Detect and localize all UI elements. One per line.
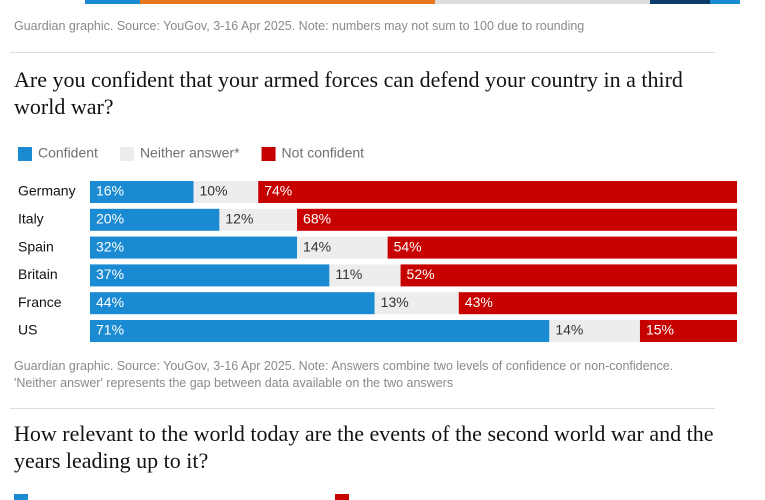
divider [10,408,715,409]
category-label: Spain [18,238,54,254]
value-label: 52% [407,266,435,282]
bar-segment [297,208,737,231]
value-label: 37% [96,266,124,282]
legend-label: Not confident [282,145,365,161]
category-label: France [18,294,62,310]
legend-label: Neither answer* [140,145,240,161]
prev-chart-strip [435,0,650,4]
value-label: 15% [646,322,674,338]
value-label: 20% [96,211,124,227]
legend-swatch [261,147,276,161]
value-label: 13% [381,294,409,310]
value-label: 43% [465,294,493,310]
bar-segment [329,264,401,287]
chart-note: Guardian graphic. Source: YouGov, 3-16 A… [14,359,674,390]
legend-swatch [14,494,28,500]
prev-chart-strip [140,0,435,4]
value-label: 54% [394,238,422,254]
bar-segment [374,292,459,315]
chart: Confident Neither answer* Not confident Ger… [18,145,737,342]
value-label: 12% [225,211,253,227]
legend-swatch [119,147,134,161]
value-label: 11% [335,266,362,282]
bar-segment [90,292,375,315]
divider [10,52,715,53]
prev-chart-strip [85,0,140,4]
bar-segment [549,320,640,342]
category-label: Italy [18,211,44,227]
legend-swatch [335,494,349,500]
bar-segment [193,181,259,203]
value-label: 32% [96,238,124,254]
bar-segment [387,236,737,259]
bar-segment [219,208,298,231]
value-label: 44% [96,294,124,310]
value-label: 71% [96,322,124,338]
legend-swatch [18,147,32,161]
category-label: Germany [18,183,76,199]
next-chart-title: How relevant to the world today are the … [14,421,714,473]
bar-segment [90,208,220,231]
source-note: Guardian graphic. Source: YouGov, 3-16 A… [14,19,585,33]
chart-title: Are you confident that your armed forces… [14,67,683,119]
bar-segment [400,264,737,287]
category-label: Britain [18,266,58,282]
bar-segment [90,181,194,203]
bar-segment [90,236,298,259]
legend-label: Confident [38,145,98,161]
bar-segment [90,320,550,342]
bar-segment [458,292,737,315]
prev-chart-strip [710,0,740,4]
prev-chart-strip [650,0,710,4]
value-label: 14% [555,322,583,338]
value-label: 68% [303,211,331,227]
value-label: 16% [96,183,124,199]
value-label: 10% [200,183,228,199]
bar-segment [90,264,330,287]
bar-segment [639,320,737,342]
bar-segment [297,236,388,259]
category-label: US [18,322,37,338]
bar-segment [258,181,737,203]
value-label: 74% [264,183,292,199]
value-label: 14% [303,238,331,254]
